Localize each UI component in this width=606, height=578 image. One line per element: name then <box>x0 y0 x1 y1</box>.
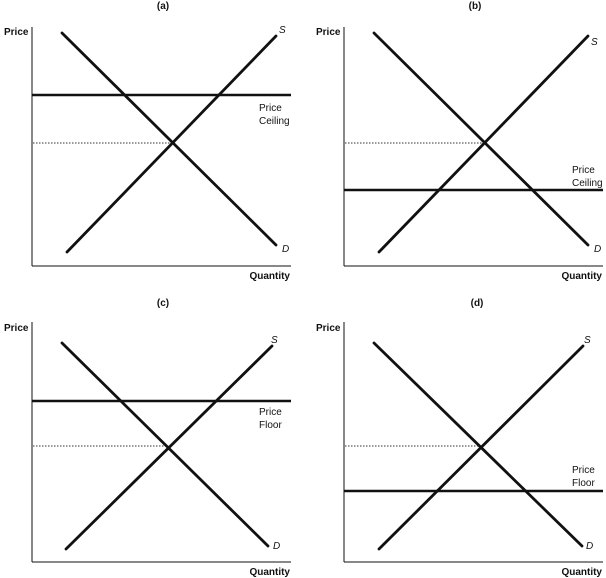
panel-a-supply-label: S <box>279 25 286 36</box>
panel-d-y-axis-label: Price <box>316 323 341 334</box>
panel-b-x-axis-label: Quantity <box>561 271 602 282</box>
panel-c-supply-label: S <box>271 335 278 346</box>
panel-c-y-axis-label: Price <box>4 323 29 334</box>
panel-a-policy-label-line2: Ceiling <box>259 116 290 127</box>
panel-a-supply-curve <box>65 34 278 254</box>
panel-d-letter: (d) <box>471 298 484 309</box>
panel-c-supply-curve <box>64 344 274 551</box>
panel-a: (a) Price Quantity S D Price Ceiling <box>4 1 291 282</box>
panel-a-policy-label-line1: Price <box>259 103 282 114</box>
panel-d-demand-label: D <box>586 541 593 552</box>
panel-b-letter: (b) <box>469 1 482 12</box>
panel-a-x-axis-label: Quantity <box>249 271 290 282</box>
panel-c-policy-label-line1: Price <box>259 407 282 418</box>
panel-d: (d) Price Quantity S D Price Floor <box>316 298 603 578</box>
panel-b-supply-label: S <box>591 37 598 48</box>
panel-a-demand-label: D <box>282 244 289 255</box>
panel-b-demand-label: D <box>594 244 601 255</box>
panel-a-y-axis-label: Price <box>4 27 29 38</box>
panel-c-x-axis-label: Quantity <box>249 567 290 578</box>
panel-a-letter: (a) <box>157 1 169 12</box>
panel-a-demand-curve <box>60 31 278 247</box>
panel-d-policy-label-line1: Price <box>572 465 595 476</box>
panel-d-supply-label: S <box>584 335 591 346</box>
panel-d-policy-label-line2: Floor <box>572 478 595 489</box>
panel-c-policy-label-line2: Floor <box>259 420 282 431</box>
panel-b-policy-label-line1: Price <box>572 165 595 176</box>
panel-b-policy-label-line2: Ceiling <box>572 178 603 189</box>
panel-d-supply-curve <box>377 344 585 551</box>
panel-c-demand-label: D <box>273 541 280 552</box>
panel-b-y-axis-label: Price <box>316 27 341 38</box>
panel-c: (c) Price Quantity S D Price Floor <box>4 298 291 578</box>
panel-c-demand-curve <box>60 341 270 548</box>
panel-c-letter: (c) <box>157 298 169 309</box>
panel-b: (b) Price Quantity S D Price Ceiling <box>316 1 603 282</box>
panel-b-demand-curve <box>372 31 590 247</box>
panel-b-supply-curve <box>377 34 590 254</box>
panel-d-x-axis-label: Quantity <box>561 567 602 578</box>
panel-d-demand-curve <box>372 341 584 548</box>
